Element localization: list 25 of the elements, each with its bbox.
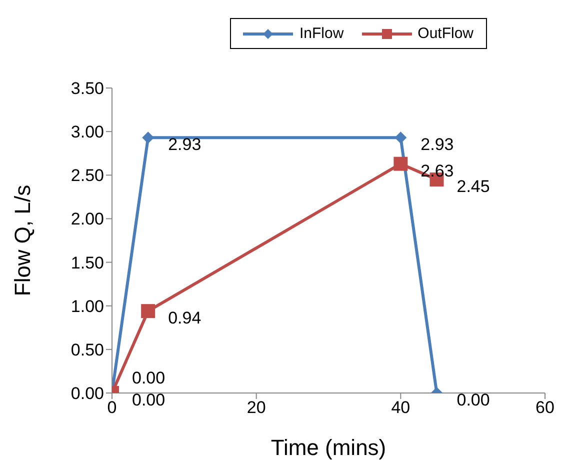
x-axis-title: Time (mins) [270, 435, 386, 460]
y-tick-label: 1.50 [70, 253, 104, 272]
y-tick-label: 3.50 [70, 79, 104, 98]
y-tick-label: 3.00 [70, 122, 104, 142]
data-label: 0.00 [132, 390, 166, 410]
data-label: 0.94 [168, 308, 202, 328]
point [394, 156, 408, 171]
data-label: 2.93 [420, 135, 454, 154]
y-tick-label: 0.50 [70, 340, 104, 360]
x-tick-label: 60 [536, 398, 554, 418]
data-label: 0.00 [132, 368, 166, 388]
y-tick-label: 2.00 [70, 210, 104, 229]
x-tick-label: 20 [246, 398, 266, 418]
data-label: 2.93 [168, 135, 202, 154]
y-tick-label: 2.50 [70, 166, 104, 186]
y-axis-title: Flow Q, L/s [10, 184, 35, 296]
point [394, 132, 407, 144]
data-label: 2.45 [456, 176, 490, 196]
legend-label: OutFlow [418, 25, 474, 42]
y-tick-label: 1.00 [70, 296, 104, 316]
x-tick-label: 0 [107, 398, 117, 418]
x-tick-label: 40 [391, 398, 410, 418]
data-label: 0.00 [456, 390, 490, 410]
legend-label: InFlow [299, 25, 344, 42]
y-tick-label: 0.00 [70, 384, 104, 404]
